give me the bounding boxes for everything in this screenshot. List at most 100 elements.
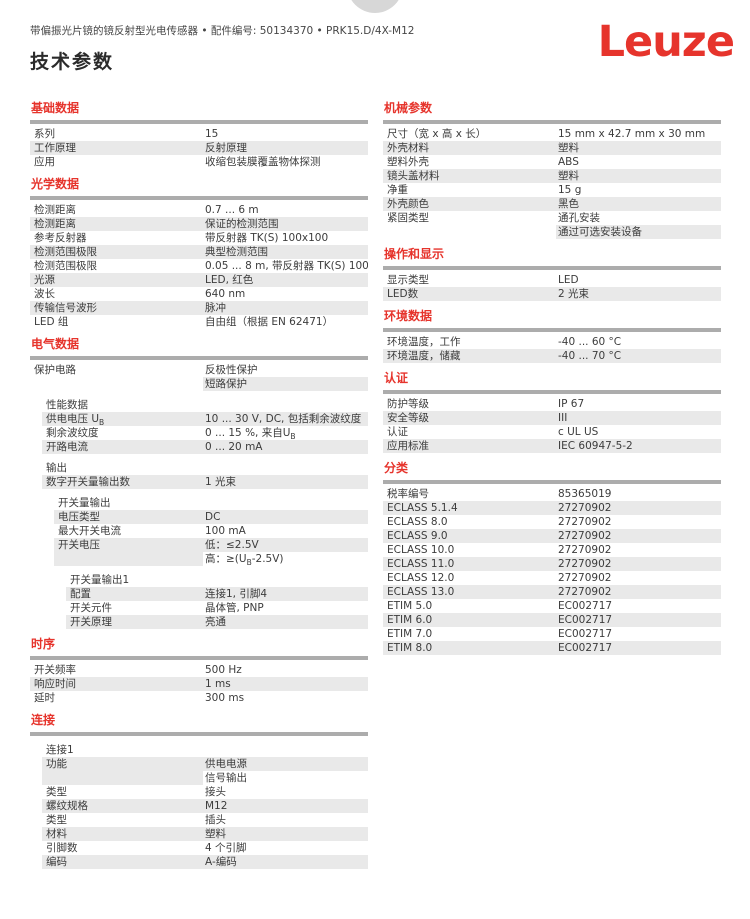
subsection-title: 开关量输出1: [70, 574, 130, 586]
spec-values: 15: [203, 127, 368, 141]
spec-values: 0 ... 15 %, 来自UB: [203, 426, 368, 440]
spec-row: 类型 接头: [42, 785, 368, 799]
spec-values: 接头: [203, 785, 368, 799]
spec-label: ECLASS 13.0: [383, 585, 556, 599]
spec-row: 配置 连接1, 引脚4: [66, 587, 368, 601]
spec-row: LED 组 自由组（根据 EN 62471）: [30, 315, 368, 329]
spec-row: ETIM 5.0 EC002717: [383, 599, 721, 613]
spec-values: 4 个引脚: [203, 841, 368, 855]
spec-row: 镜头盖材料 塑料: [383, 169, 721, 183]
spec-row: 电压类型 DC: [54, 510, 368, 524]
spec-values: 27270902: [556, 543, 721, 557]
section-title: 基础数据: [31, 101, 80, 115]
spec-row: 数字开关量输出数 1 光束: [42, 475, 368, 489]
spec-row: 开路电流 0 ... 20 mA: [42, 440, 368, 454]
spec-row: 外壳颜色 黑色: [383, 197, 721, 211]
page-top-circle-icon: [347, 0, 403, 13]
product-description: 带偏振光片镜的镜反射型光电传感器 • 配件编号: 50134370 • PRK1…: [30, 25, 415, 37]
spec-value: 10 ... 30 V, DC, 包括剩余波纹度: [203, 412, 368, 426]
spec-block: 开关量输出1 配置 连接1, 引脚4 开关元件 晶体管, PNP 开关原理 亮通: [66, 573, 368, 629]
spec-value: 27270902: [556, 501, 721, 515]
spec-label: 波长: [34, 288, 55, 300]
spec-label: 类型: [46, 814, 67, 826]
spec-block: 性能数据 供电电压 UB 10 ... 30 V, DC, 包括剩余波纹度 剩余波纹度…: [42, 398, 368, 454]
spec-label: 开关频率: [34, 664, 76, 676]
spec-row: 工作原理 反射原理: [30, 141, 368, 155]
spec-values: DC: [203, 510, 368, 524]
spec-label: 剩余波纹度: [46, 427, 99, 439]
spec-value: 插头: [205, 814, 226, 826]
section-title: 机械参数: [384, 101, 433, 115]
spec-value: 黑色: [556, 197, 721, 211]
spec-row: 类型 插头: [42, 813, 368, 827]
spec-label: 镜头盖材料: [383, 169, 556, 183]
spec-row: 税率编号 85365019: [383, 487, 721, 501]
spec-value: c UL US: [558, 426, 599, 438]
spec-value: 27270902: [556, 529, 721, 543]
spec-value: 低：≤2.5V: [203, 538, 368, 552]
spec-section: 认证 防护等级 IP 67 安全等级 III 认证 c UL US 应用标准 IEC 60947…: [383, 363, 721, 453]
spec-label: 引脚数: [46, 842, 78, 854]
spec-values: III: [556, 411, 721, 425]
spec-values: 低：≤2.5V 高：≥(UB-2.5V): [203, 538, 368, 566]
spec-values: 27270902: [556, 515, 721, 529]
spec-values: 27270902: [556, 501, 721, 515]
spec-section: 电气数据 保护电路 反极性保护 短路保护 性能数据 供电电压 UB 10 ... 30 V,…: [30, 329, 368, 629]
spec-values: 连接1, 引脚4: [203, 587, 368, 601]
section-divider: [30, 120, 368, 124]
spec-row: 材料 塑料: [42, 827, 368, 841]
right-column: 机械参数 尺寸（宽 x 高 x 长） 15 mm x 42.7 mm x 30 mm…: [383, 93, 721, 869]
spec-value: 信号输出: [205, 772, 247, 784]
spec-values: 带反射器 TK(S) 100x100: [203, 231, 368, 245]
spec-label: 环境温度，工作: [387, 336, 461, 348]
section-divider: [30, 356, 368, 360]
spec-label: ECLASS 5.1.4: [383, 501, 556, 515]
spec-row: ECLASS 13.0 27270902: [383, 585, 721, 599]
spec-label: ETIM 6.0: [383, 613, 556, 627]
spec-row: 紧固类型 通孔安装 通过可选安装设备: [383, 211, 721, 239]
section-divider: [383, 480, 721, 484]
spec-label: 应用标准: [383, 439, 556, 453]
spec-label: ECLASS 12.0: [387, 572, 455, 584]
spec-label: ECLASS 8.0: [387, 516, 448, 528]
spec-values: 1 光束: [203, 475, 368, 489]
spec-block: 连接1 功能 供电电源 信号输出 类型 接头 螺纹规格 M12 类型 插头 材料 塑料 引脚数 4 个引脚…: [42, 743, 368, 869]
spec-row: 检测距离 0.7 ... 6 m: [30, 203, 368, 217]
spec-label: LED 组: [34, 316, 69, 328]
spec-values: 300 ms: [203, 691, 368, 705]
spec-values: EC002717: [556, 627, 721, 641]
spec-row: 系列 15: [30, 127, 368, 141]
spec-values: EC002717: [556, 613, 721, 627]
spec-section: 操作和显示 显示类型 LED LED数 2 光束: [383, 239, 721, 301]
section-title: 电气数据: [31, 337, 80, 351]
section-title: 操作和显示: [384, 247, 445, 261]
spec-value: 27270902: [558, 516, 612, 528]
spec-label: 工作原理: [30, 141, 203, 155]
spec-label: 防护等级: [387, 398, 429, 410]
spec-label: 响应时间: [30, 677, 203, 691]
spec-label: 配置: [66, 587, 203, 601]
spec-values: LED: [556, 273, 721, 287]
spec-values: 15 mm x 42.7 mm x 30 mm: [556, 127, 721, 141]
spec-values: 塑料: [556, 169, 721, 183]
spec-value: -40 ... 70 °C: [556, 349, 721, 363]
spec-label: 应用: [34, 156, 55, 168]
section-divider: [383, 120, 721, 124]
spec-value: LED, 红色: [203, 273, 368, 287]
spec-values: 塑料: [556, 141, 721, 155]
section-divider: [383, 390, 721, 394]
spec-values: 27270902: [556, 557, 721, 571]
spec-values: ABS: [556, 155, 721, 169]
spec-row: 开关频率 500 Hz: [30, 663, 368, 677]
spec-row: 延时 300 ms: [30, 691, 368, 705]
spec-values: IEC 60947-5-2: [556, 439, 721, 453]
spec-label: ECLASS 10.0: [387, 544, 455, 556]
spec-label: 供电电压 UB: [42, 412, 203, 426]
spec-label: ETIM 7.0: [387, 628, 433, 640]
spec-value: EC002717: [558, 628, 613, 640]
spec-value: LED: [558, 274, 579, 286]
spec-values: 收缩包装膜覆盖物体探测: [203, 155, 368, 169]
spec-value: 15: [205, 128, 219, 140]
spec-values: c UL US: [556, 425, 721, 439]
spec-row: 最大开关电流 100 mA: [54, 524, 368, 538]
